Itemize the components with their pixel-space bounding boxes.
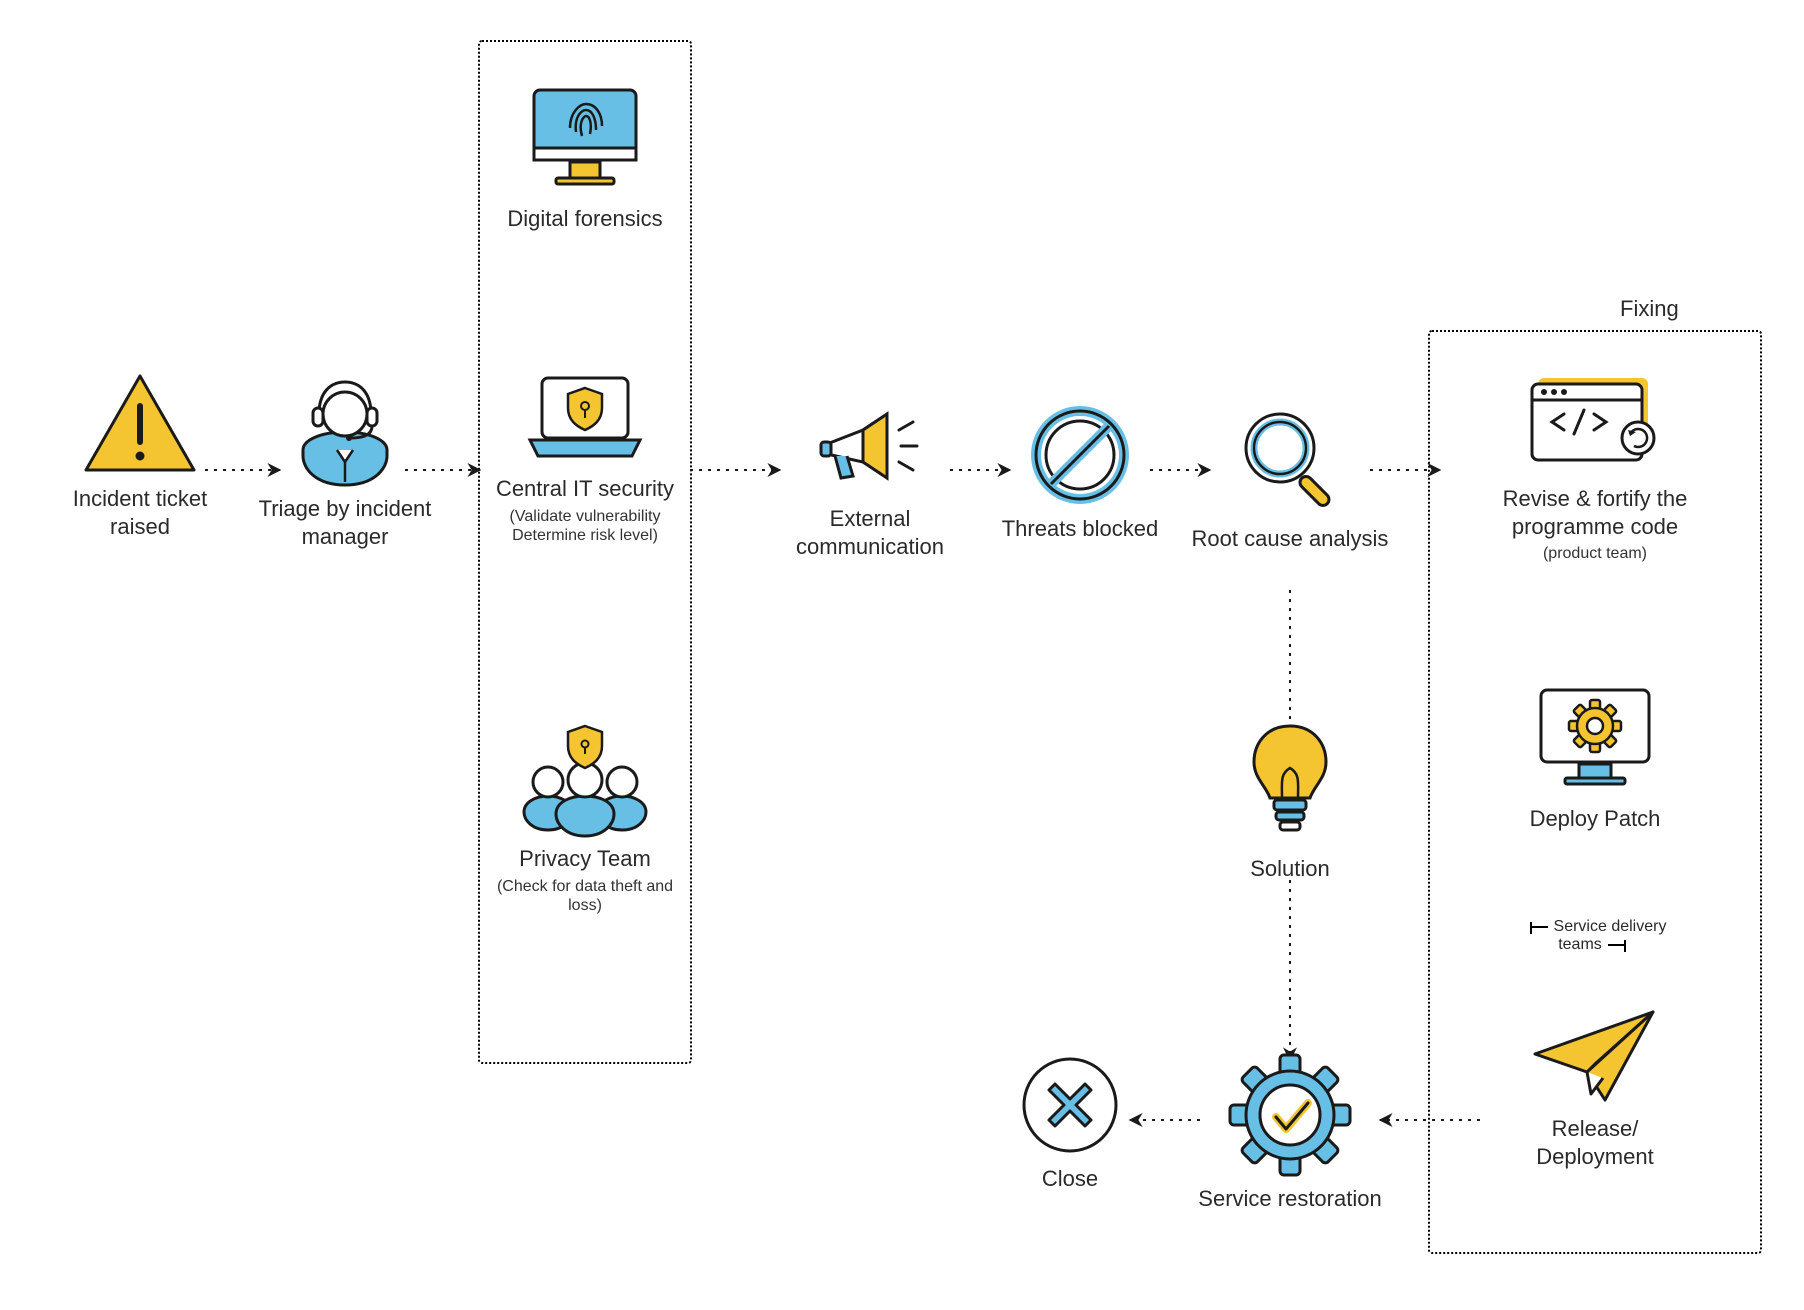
node-triage: Triage by incident manager <box>255 370 435 550</box>
warning-triangle-icon <box>80 370 200 480</box>
node-central-it: Central IT security (Validate vulnerabil… <box>495 370 675 545</box>
lightbulb-icon <box>1240 720 1340 850</box>
monitor-gear-icon <box>1525 680 1665 800</box>
node-label: Solution <box>1210 855 1370 883</box>
node-ext-comm: External communication <box>770 400 970 560</box>
node-label: Threats blocked <box>990 515 1170 543</box>
monitor-fingerprint-icon <box>520 80 650 200</box>
node-threats: Threats blocked <box>990 400 1170 543</box>
laptop-shield-icon <box>520 370 650 470</box>
node-release: Release/ Deployment <box>1500 1000 1690 1170</box>
node-label: Revise & fortify the programme code <box>1470 485 1720 540</box>
node-label: Service restoration <box>1190 1185 1390 1213</box>
node-label: Root cause analysis <box>1190 525 1390 553</box>
node-label: Deploy Patch <box>1500 805 1690 833</box>
paper-plane-icon <box>1525 1000 1665 1110</box>
node-label: Triage by incident manager <box>255 495 435 550</box>
node-incident: Incident ticket raised <box>50 370 230 540</box>
code-window-icon <box>1520 370 1670 480</box>
node-service-restoration: Service restoration <box>1190 1050 1390 1213</box>
flowchart-canvas: Fixing Incident ticket raised <box>0 0 1804 1310</box>
node-label: External communication <box>770 505 970 560</box>
service-delivery-text: Service delivery teams <box>1554 918 1667 953</box>
node-forensics: Digital forensics <box>495 80 675 233</box>
node-sublabel: (Validate vulnerability Determine risk l… <box>495 507 675 545</box>
node-revise: Revise & fortify the programme code (pro… <box>1470 370 1720 563</box>
no-sign-icon <box>1025 400 1135 510</box>
node-root-cause: Root cause analysis <box>1190 400 1390 553</box>
x-circle-icon <box>1015 1050 1125 1160</box>
service-delivery-label: Service delivery teams <box>1500 918 1690 954</box>
node-label: Digital forensics <box>495 205 675 233</box>
node-label: Release/ Deployment <box>1500 1115 1690 1170</box>
node-privacy: Privacy Team (Check for data theft and l… <box>495 720 675 915</box>
node-label: Privacy Team <box>495 845 675 873</box>
node-solution: Solution <box>1210 720 1370 883</box>
node-close: Close <box>990 1050 1150 1193</box>
team-shield-icon <box>510 720 660 840</box>
node-label: Central IT security <box>495 475 675 503</box>
node-label: Close <box>990 1165 1150 1193</box>
gear-check-icon <box>1225 1050 1355 1180</box>
node-label: Incident ticket raised <box>50 485 230 540</box>
magnifier-icon <box>1230 400 1350 520</box>
node-sublabel: (Check for data theft and loss) <box>495 877 675 915</box>
megaphone-icon <box>805 400 935 500</box>
node-sublabel: (product team) <box>1470 544 1720 563</box>
headset-person-icon <box>285 370 405 490</box>
node-deploy: Deploy Patch <box>1500 680 1690 833</box>
